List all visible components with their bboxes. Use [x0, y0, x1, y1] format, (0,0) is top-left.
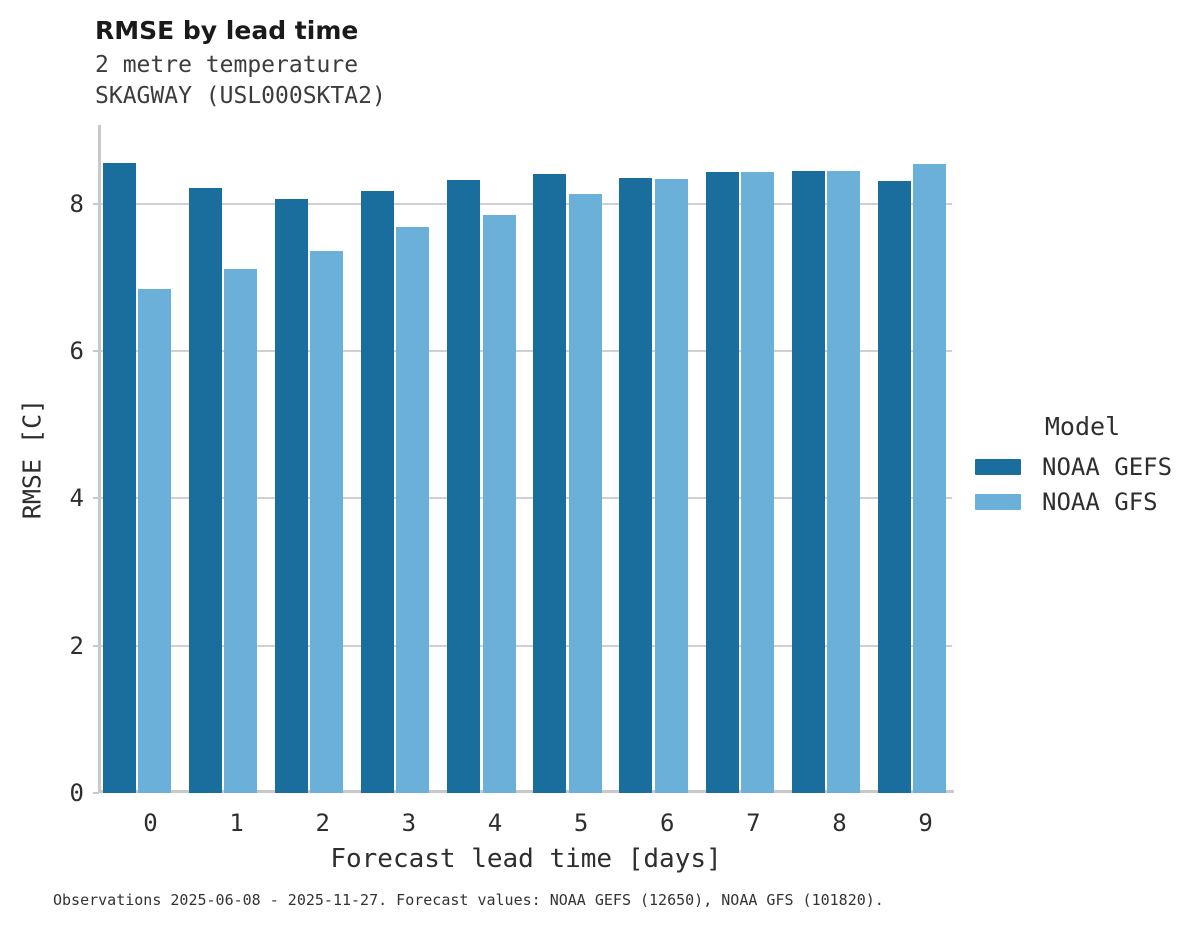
legend-label: NOAA GFS [1042, 488, 1158, 516]
gridline-y2 [100, 644, 952, 647]
x-tick-label-3: 3 [401, 809, 417, 837]
legend-label: NOAA GEFS [1042, 453, 1173, 481]
x-tick-label-7: 7 [746, 809, 761, 837]
bar-noaa-gfs-day1 [224, 268, 258, 793]
bar-noaa-gefs-day7 [705, 172, 739, 793]
y-tick-label-6: 6 [69, 337, 84, 366]
bar-noaa-gfs-day3 [396, 227, 430, 793]
bar-noaa-gfs-day2 [310, 250, 344, 793]
y-tick-mark-6 [92, 350, 99, 353]
plot-area [92, 125, 954, 794]
y-tick-mark-2 [92, 644, 99, 647]
x-tick-label-8: 8 [832, 809, 847, 837]
bar-noaa-gfs-day4 [482, 214, 516, 793]
x-tick-label-9: 9 [918, 809, 933, 837]
bar-noaa-gefs-day5 [533, 173, 567, 793]
x-tick-label-6: 6 [660, 809, 675, 837]
bar-noaa-gfs-day0 [138, 289, 171, 793]
x-tick-label-2: 2 [315, 809, 330, 837]
bar-noaa-gefs-day6 [619, 178, 653, 793]
y-tick-mark-8 [92, 202, 99, 205]
legend: Model NOAA GEFS NOAA GFS [975, 412, 1190, 525]
y-tick-label-8: 8 [69, 189, 84, 218]
x-axis-spine [98, 790, 954, 793]
legend-entry-noaa-gfs: NOAA GFS [975, 488, 1190, 516]
chart-title: RMSE by lead time [95, 16, 359, 45]
bar-noaa-gefs-day0 [102, 162, 136, 793]
legend-title: Model [1044, 412, 1121, 441]
footnote: Observations 2025-06-08 - 2025-11-27. Fo… [53, 891, 884, 909]
bar-noaa-gefs-day3 [360, 190, 394, 793]
y-tick-mark-0 [92, 792, 99, 794]
bar-noaa-gfs-day5 [568, 193, 602, 793]
legend-swatch-icon [975, 459, 1021, 475]
legend-entry-noaa-gefs: NOAA GEFS [975, 453, 1190, 481]
x-tick-label-4: 4 [487, 809, 503, 837]
gridline-y6 [100, 350, 952, 353]
gridline-y4 [100, 497, 952, 500]
bar-noaa-gfs-day8 [827, 170, 861, 793]
y-tick-label-4: 4 [69, 484, 84, 513]
bar-noaa-gfs-day6 [654, 178, 688, 793]
y-tick-mark-4 [92, 497, 99, 500]
bar-noaa-gfs-day7 [740, 172, 774, 793]
legend-swatch-icon [975, 494, 1021, 510]
chart-subtitle-variable: 2 metre temperature [95, 52, 359, 78]
x-tick-label-1: 1 [229, 809, 244, 837]
y-tick-label-2: 2 [69, 631, 84, 660]
y-tick-label-0: 0 [69, 779, 84, 807]
bar-noaa-gefs-day1 [188, 188, 222, 793]
legend-entries: NOAA GEFS NOAA GFS [975, 453, 1190, 516]
bar-noaa-gfs-day9 [913, 164, 947, 793]
bar-noaa-gefs-day2 [274, 199, 308, 793]
chart-subtitle-station: SKAGWAY (USL000SKTA2) [95, 83, 386, 109]
y-axis-spine [98, 125, 101, 793]
bar-noaa-gefs-day9 [877, 180, 911, 793]
bar-noaa-gefs-day4 [447, 179, 481, 793]
gridline-y8 [100, 202, 952, 205]
bar-noaa-gefs-day8 [791, 170, 825, 793]
x-axis-title: Forecast lead time [days] [330, 844, 722, 874]
x-tick-label-5: 5 [573, 809, 589, 837]
x-tick-label-0: 0 [143, 809, 158, 837]
